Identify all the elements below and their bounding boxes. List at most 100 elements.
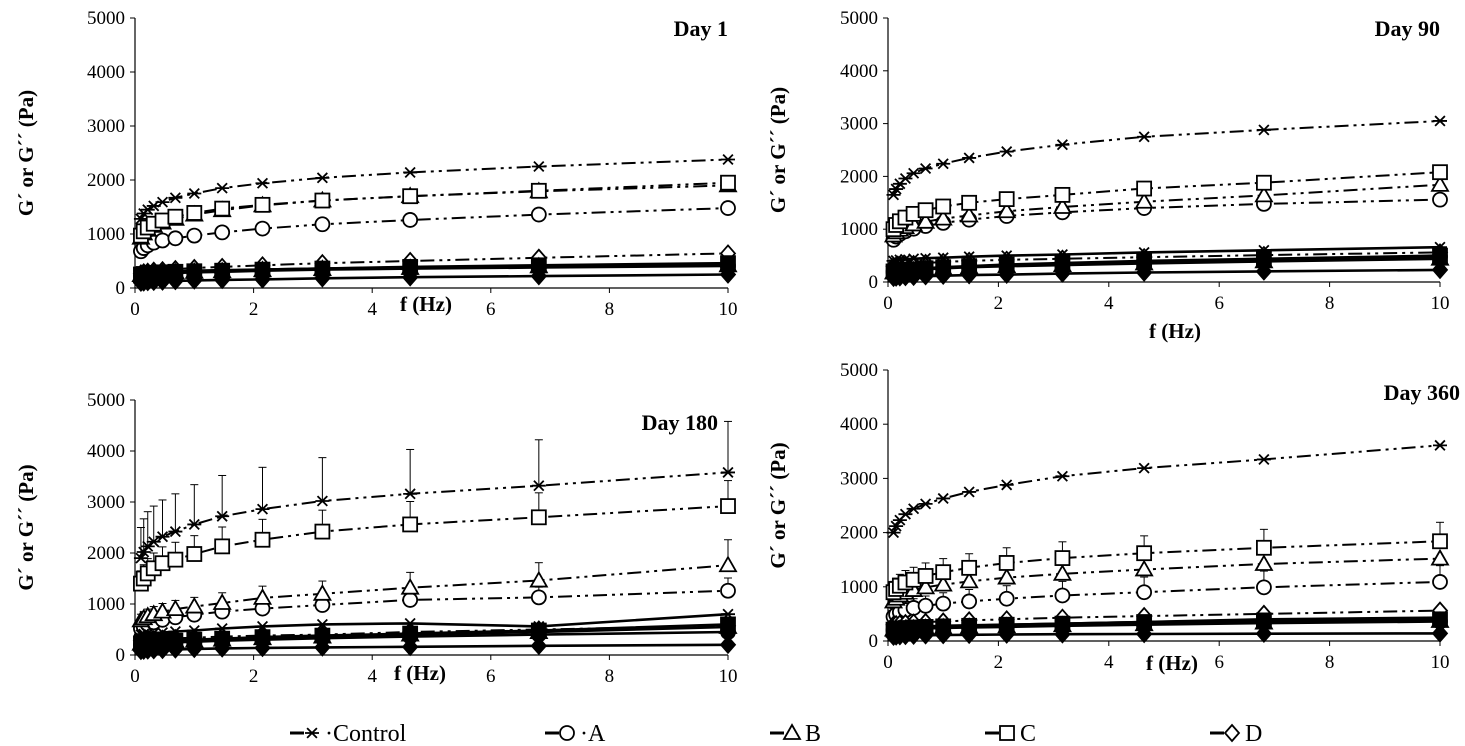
data-point [916, 211, 936, 229]
data-point [214, 200, 231, 217]
x-tick-label: 0 [130, 666, 140, 687]
data-point [997, 567, 1017, 585]
series-d-loss [885, 260, 1449, 288]
y-tick-label: 1000 [87, 594, 125, 615]
x-tick-label: 2 [994, 652, 1004, 673]
y-tick-label: 2000 [87, 170, 125, 191]
data-point [1135, 624, 1153, 644]
x-tick-label: 4 [1104, 652, 1114, 673]
data-point [1256, 174, 1272, 191]
data-point [720, 200, 736, 216]
x-tick-label: 8 [605, 666, 615, 687]
x-tick-label: 6 [486, 666, 496, 687]
data-point [918, 162, 933, 175]
data-point [721, 153, 735, 166]
y-axis-title: G´ or G´´ (Pa) [14, 464, 38, 590]
data-point [252, 588, 273, 605]
data-point [898, 172, 913, 185]
data-point [1052, 197, 1072, 214]
data-point [133, 552, 148, 564]
panel-2: 0 1000 2000 3000 4000 5000 0 2 4 6 8 10 Day 90 f (Hz)… [766, 8, 1450, 343]
data-point [530, 622, 547, 639]
data-point [136, 546, 151, 558]
data-point [167, 551, 184, 568]
data-point [254, 269, 271, 289]
data-point [1256, 453, 1271, 465]
x-tick-label: 6 [486, 299, 496, 320]
data-point [530, 636, 548, 656]
data-point [889, 183, 904, 195]
legend-marker [305, 727, 319, 739]
legend-label: C [1020, 721, 1036, 746]
legend-label: B [805, 721, 821, 746]
series-d-loss [885, 624, 1449, 647]
data-point [168, 526, 183, 538]
x-tick-label: 10 [1431, 293, 1450, 314]
data-point [905, 626, 922, 645]
series-c-storage [885, 521, 1448, 601]
data-point [402, 212, 419, 228]
data-point [1054, 624, 1071, 644]
data-point [401, 267, 419, 287]
data-point [140, 540, 155, 552]
data-point [718, 555, 738, 573]
data-point [213, 270, 231, 290]
data-point [906, 167, 921, 179]
data-point [935, 564, 952, 581]
data-point [1431, 624, 1449, 643]
data-point [1134, 559, 1154, 577]
data-point [906, 503, 921, 515]
x-tick-label: 10 [719, 666, 738, 687]
data-point [898, 508, 913, 520]
data-point [314, 523, 331, 540]
series-a-storage [133, 200, 736, 260]
x-axis-title: f (Hz) [394, 661, 446, 685]
x-tick-label: 0 [883, 652, 893, 673]
legend: ·Control ·A B C D [290, 721, 1262, 746]
data-point [886, 527, 901, 539]
data-point [1433, 439, 1447, 451]
data-point [315, 495, 330, 507]
data-point [167, 230, 184, 247]
legend-marker [1223, 723, 1241, 743]
data-point [918, 498, 933, 510]
data-point [961, 194, 978, 211]
x-tick-label: 4 [1104, 293, 1114, 314]
y-tick-label: 5000 [87, 8, 125, 29]
data-point [401, 637, 419, 657]
data-point [403, 488, 418, 500]
series-control-storage [886, 439, 1447, 539]
data-point [152, 601, 173, 619]
data-point [917, 625, 934, 645]
data-point [402, 188, 419, 205]
x-tick-label: 8 [1325, 293, 1335, 314]
data-point [998, 265, 1015, 284]
x-tick-label: 2 [249, 666, 259, 687]
data-point [215, 182, 230, 194]
x-tick-label: 2 [994, 293, 1004, 314]
data-point [154, 212, 171, 229]
legend-label: D [1245, 721, 1262, 746]
y-tick-label: 2000 [840, 523, 878, 544]
data-point [312, 583, 332, 601]
data-point [403, 166, 418, 178]
y-tick-label: 4000 [840, 61, 878, 82]
x-tick-label: 10 [1431, 652, 1450, 673]
data-point [960, 625, 978, 645]
data-point [165, 599, 185, 616]
data-point [999, 479, 1014, 491]
x-tick-label: 0 [130, 299, 140, 320]
x-tick-label: 10 [719, 299, 738, 320]
legend-item-a: ·A [545, 721, 606, 746]
data-point [1432, 191, 1448, 208]
data-point [917, 597, 934, 614]
data-point [530, 206, 547, 223]
data-point [933, 574, 953, 592]
legend-label: ·A [580, 721, 606, 746]
data-point [720, 174, 736, 191]
panel-1: 0 1000 2000 3000 4000 5000 0 2 4 6 8 10 Day 1 f (Hz) G… [14, 8, 738, 320]
data-point [187, 518, 202, 530]
data-point [530, 182, 547, 199]
x-tick-label: 6 [1214, 293, 1224, 314]
